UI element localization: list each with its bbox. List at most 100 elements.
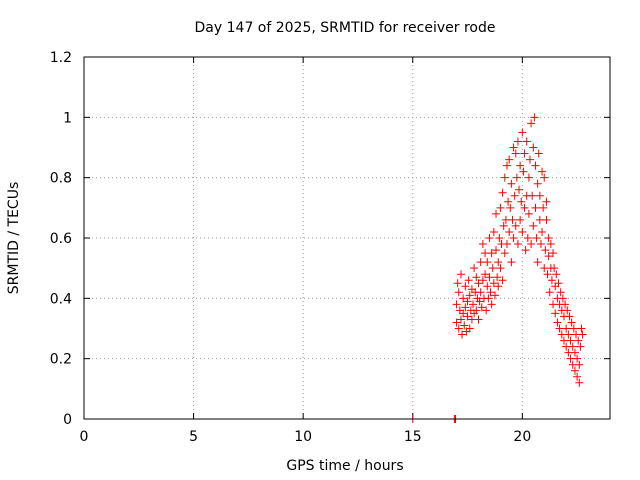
- data-point: [476, 288, 485, 297]
- data-point: [458, 330, 467, 339]
- data-point: [566, 336, 575, 345]
- data-point: [474, 279, 483, 288]
- data-point: [569, 324, 578, 333]
- y-tick-label: 1.2: [50, 50, 72, 66]
- data-point: [573, 372, 582, 381]
- data-point: [465, 291, 474, 300]
- data-point: [573, 354, 582, 363]
- data-point: [545, 288, 554, 297]
- data-point: [542, 197, 551, 206]
- data-point: [483, 258, 492, 267]
- data-point: [489, 227, 498, 236]
- data-point: [461, 282, 470, 291]
- data-point: [500, 249, 509, 258]
- y-tick-label: 0.4: [50, 291, 72, 307]
- data-point: [563, 306, 572, 315]
- data-point: [463, 312, 472, 321]
- data-point: [512, 173, 521, 182]
- data-point: [524, 173, 533, 182]
- data-point: [520, 203, 529, 212]
- data-point: [505, 155, 514, 164]
- data-point: [499, 221, 508, 230]
- data-point: [459, 294, 468, 303]
- data-point: [456, 270, 465, 279]
- data-point: [475, 297, 484, 306]
- data-point: [570, 348, 579, 357]
- data-point: [484, 294, 493, 303]
- data-point: [498, 276, 507, 285]
- data-point: [547, 276, 556, 285]
- tick-labels: 0 5 10 15 20 0 0.2 0.4 0.6 0.8 1 1.2: [50, 50, 532, 445]
- data-point: [461, 303, 470, 312]
- data-point: [493, 273, 502, 282]
- data-point: [485, 273, 494, 282]
- data-point: [531, 203, 540, 212]
- data-point: [492, 246, 501, 255]
- data-point: [492, 209, 501, 218]
- data-point: [562, 324, 571, 333]
- data-point: [523, 234, 532, 242]
- data-point: [478, 276, 487, 285]
- data-point: [578, 330, 587, 339]
- data-point: [494, 258, 503, 267]
- data-point: [568, 342, 577, 351]
- data-point: [553, 318, 562, 327]
- data-point: [487, 249, 496, 258]
- data-point: [528, 191, 537, 200]
- data-point: [540, 173, 549, 182]
- data-point: [511, 221, 520, 230]
- data-point: [527, 240, 536, 249]
- data-point: [496, 203, 505, 212]
- data-point: [469, 300, 478, 309]
- data-point: [508, 215, 517, 224]
- data-point: [543, 270, 552, 279]
- data-point: [460, 321, 469, 330]
- data-point: [507, 179, 516, 188]
- data-point: [502, 161, 511, 170]
- data-point: [529, 143, 538, 152]
- data-point: [513, 137, 522, 146]
- data-point: [541, 246, 550, 255]
- data-point: [518, 128, 527, 137]
- data-point: [485, 234, 494, 242]
- data-point: [554, 279, 563, 288]
- data-point: [505, 227, 514, 236]
- data-point: [500, 173, 509, 182]
- data-point: [464, 276, 473, 285]
- data-point: [544, 252, 553, 261]
- data-point: [549, 249, 558, 258]
- data-point: [463, 297, 472, 306]
- data-point: [453, 279, 462, 288]
- y-axis-label: SRMTID / TECUs: [6, 182, 22, 295]
- data-point: [496, 264, 505, 273]
- data-point: [456, 315, 465, 324]
- data-point: [526, 155, 535, 164]
- x-tick-label: 20: [513, 429, 531, 445]
- data-point: [522, 137, 531, 146]
- data-point: [575, 378, 584, 387]
- data-point: [535, 191, 544, 200]
- grid-lines: [84, 57, 610, 419]
- data-point: [507, 258, 516, 267]
- data-point: [567, 318, 576, 327]
- data-point: [483, 282, 492, 291]
- data-points: [408, 113, 587, 423]
- data-point: [546, 240, 555, 249]
- data-point: [575, 360, 584, 369]
- data-point: [481, 270, 490, 279]
- data-point: [465, 324, 474, 333]
- data-point: [472, 273, 481, 282]
- data-point: [513, 240, 522, 249]
- data-point: [534, 149, 543, 158]
- data-point: [550, 264, 559, 273]
- data-point: [577, 324, 586, 333]
- data-point: [529, 221, 538, 230]
- data-point: [521, 246, 530, 255]
- data-point: [538, 167, 547, 176]
- data-point: [530, 113, 539, 122]
- data-point: [487, 300, 496, 309]
- data-point: [477, 303, 486, 312]
- data-point: [539, 203, 548, 212]
- data-point: [556, 288, 565, 297]
